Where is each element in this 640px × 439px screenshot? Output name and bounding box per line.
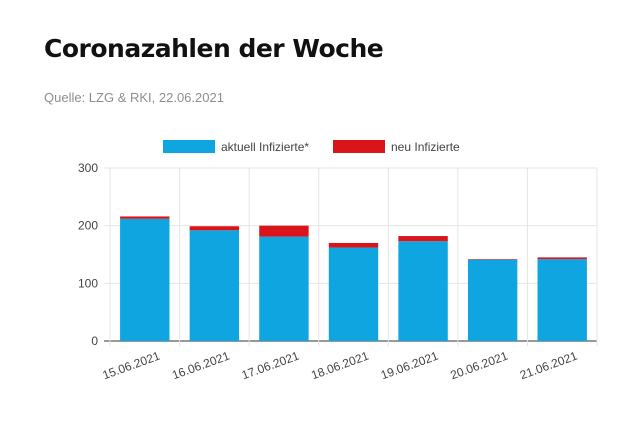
bar-neu-infizierte[interactable] xyxy=(398,236,448,242)
x-tick-label: 16.06.2021 xyxy=(170,349,232,383)
y-tick-label: 300 xyxy=(78,161,98,175)
bar-neu-infizierte[interactable] xyxy=(189,226,240,231)
x-axis-ticks: 15.06.2021 16.06.2021 17.06.2021 18.06.2021… xyxy=(101,349,580,383)
legend-label: neu Infizierte xyxy=(391,140,460,154)
legend-item[interactable]: neu Infizierte xyxy=(333,140,460,154)
bar-aktuell-infizierte[interactable] xyxy=(467,259,518,341)
legend-item[interactable]: aktuell Infizierte* xyxy=(163,140,309,154)
bar-aktuell-infizierte[interactable] xyxy=(537,259,587,341)
bar-neu-infizierte[interactable] xyxy=(467,259,518,260)
bar-aktuell-infizierte[interactable] xyxy=(398,241,448,341)
bar-aktuell-infizierte[interactable] xyxy=(189,230,240,341)
bar-neu-infizierte[interactable] xyxy=(328,242,379,248)
legend: aktuell Infizierte* neu Infizierte xyxy=(163,140,460,154)
y-axis-ticks: 0 100 200 300 xyxy=(78,161,98,348)
legend-swatch xyxy=(163,140,215,153)
bar-neu-infizierte[interactable] xyxy=(259,225,309,237)
x-tick-label: 19.06.2021 xyxy=(379,349,441,383)
y-tick-label: 200 xyxy=(78,219,98,233)
y-tick-label: 100 xyxy=(78,276,98,290)
x-tick-label: 17.06.2021 xyxy=(240,349,302,383)
bars xyxy=(120,216,587,341)
x-tick-label: 18.06.2021 xyxy=(309,349,371,383)
legend-swatch xyxy=(333,140,385,153)
bar-neu-infizierte[interactable] xyxy=(120,216,170,219)
x-tick-label: 15.06.2021 xyxy=(101,349,163,383)
bar-aktuell-infizierte[interactable] xyxy=(120,218,170,341)
x-tick-label: 20.06.2021 xyxy=(448,349,510,383)
source-note: Quelle: LZG & RKI, 22.06.2021 xyxy=(44,90,224,105)
page-title: Coronazahlen der Woche xyxy=(44,34,384,63)
bar-neu-infizierte[interactable] xyxy=(537,257,587,260)
legend-label: aktuell Infizierte* xyxy=(221,140,309,154)
bar-aktuell-infizierte[interactable] xyxy=(259,236,309,341)
y-tick-label: 0 xyxy=(91,334,98,348)
bar-aktuell-infizierte[interactable] xyxy=(328,247,379,341)
x-tick-label: 21.06.2021 xyxy=(518,349,580,383)
